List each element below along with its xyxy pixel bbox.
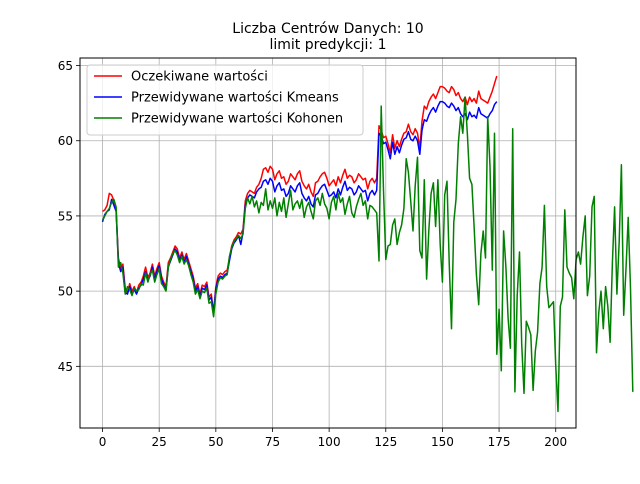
- x-axis: 0 25 50 75 100 125 150 175 200: [99, 428, 567, 449]
- x-tick-label: 150: [431, 435, 454, 449]
- chart-title: Liczba Centrów Danych: 10: [232, 21, 423, 37]
- y-tick-label: 65: [58, 59, 73, 73]
- legend: Oczekiwane wartości Przewidywane wartości…: [86, 64, 364, 136]
- x-tick-label: 50: [208, 435, 223, 449]
- plot-frame: [79, 57, 577, 429]
- y-tick-label: 55: [58, 209, 73, 223]
- x-tick-label: 25: [152, 435, 167, 449]
- x-tick-label: 200: [544, 435, 567, 449]
- x-tick-label: 175: [488, 435, 511, 449]
- legend-box: [86, 64, 364, 136]
- y-tick-label: 50: [58, 285, 73, 299]
- y-axis: 45 50 55 60 65: [58, 59, 80, 374]
- chart-subtitle: limit predykcji: 1: [269, 37, 386, 53]
- x-tick-label: 75: [265, 435, 280, 449]
- y-tick-label: 60: [58, 134, 73, 148]
- series-line-3: [101, 96, 634, 413]
- legend-label-2: Przewidywane wartości Kmeans: [131, 91, 339, 106]
- x-tick-label: 125: [374, 435, 397, 449]
- series-line-1: [102, 75, 498, 315]
- legend-label-3: Przewidywane wartości Kohonen: [131, 112, 343, 127]
- x-tick-label: 0: [99, 435, 107, 449]
- series-layer: [101, 75, 634, 413]
- y-tick-label: 45: [58, 360, 73, 374]
- legend-label-1: Oczekiwane wartości: [131, 70, 268, 85]
- x-tick-label: 100: [318, 435, 341, 449]
